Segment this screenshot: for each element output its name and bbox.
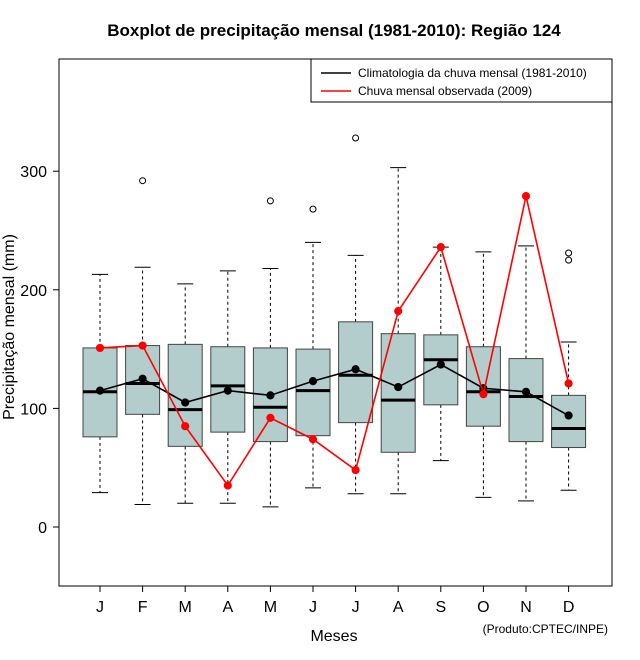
outlier-point [565, 249, 573, 257]
observed-point [479, 390, 488, 399]
plot-frame [58, 58, 613, 587]
y-tick-label: 0 [38, 520, 47, 537]
x-tick-label: N [520, 599, 532, 616]
climatology-point [95, 386, 105, 395]
box-iqr [508, 358, 544, 443]
climatology-point [564, 411, 573, 420]
outlier-point [309, 205, 317, 213]
legend-box [310, 58, 613, 103]
product-credit: (Produto:CPTEC/INPE) [483, 622, 608, 636]
y-tick-label: 200 [20, 283, 47, 300]
x-tick-label: J [96, 599, 104, 616]
climatology-point [223, 386, 232, 395]
box-iqr [423, 334, 459, 406]
x-tick-label: M [179, 599, 192, 616]
outlier-point [139, 177, 147, 185]
climatology-point [266, 391, 275, 400]
observed-point [564, 379, 573, 388]
x-tick-label: A [393, 599, 404, 616]
climatology-point [181, 398, 190, 407]
x-tick-label: M [264, 599, 277, 616]
climatology-point [308, 377, 318, 386]
legend-observed-label: Chuva mensal observada (2009) [358, 84, 532, 98]
observed-point [394, 307, 403, 316]
observed-point [223, 481, 232, 490]
y-tick-label: 100 [20, 401, 47, 418]
x-tick-label: J [352, 599, 360, 616]
observed-point [138, 341, 147, 350]
climatology-point [436, 360, 445, 369]
x-tick-label: D [563, 599, 575, 616]
outlier-point [565, 256, 573, 264]
box-iqr [380, 333, 416, 453]
x-tick-label: O [477, 599, 489, 616]
observed-point [521, 192, 531, 201]
observed-point [308, 435, 318, 444]
chart-title: Boxplot de precipitação mensal (1981-201… [107, 21, 561, 40]
outlier-point [266, 197, 274, 205]
box-iqr [551, 394, 587, 449]
box-iqr [210, 346, 246, 433]
observed-point [95, 343, 105, 353]
y-axis-label: Precipitação mensal (mm) [1, 234, 18, 420]
climatology-point [351, 365, 360, 374]
climatology-point [138, 374, 147, 383]
observed-point [351, 465, 360, 475]
outlier-point [352, 134, 360, 142]
climatology-line [99, 363, 569, 417]
plot-area: 0 100 200 300 J F M A M J J A S O N D Climatologia da ch… [20, 58, 613, 616]
box-iqr [295, 348, 331, 437]
observed-point [266, 413, 275, 422]
climatology-point [521, 387, 531, 396]
x-tick-label: F [138, 599, 148, 616]
observed-point [181, 422, 190, 431]
x-tick-label: J [309, 599, 317, 616]
x-axis-label: Meses [310, 628, 357, 645]
x-tick-label: S [435, 599, 446, 616]
observed-point [436, 243, 445, 252]
y-tick-label: 300 [20, 164, 47, 181]
climatology-point [394, 382, 403, 392]
observed-line [99, 195, 570, 487]
x-tick-label: A [222, 599, 233, 616]
legend-climatology-label: Climatologia da chuva mensal (1981-2010) [358, 66, 587, 80]
